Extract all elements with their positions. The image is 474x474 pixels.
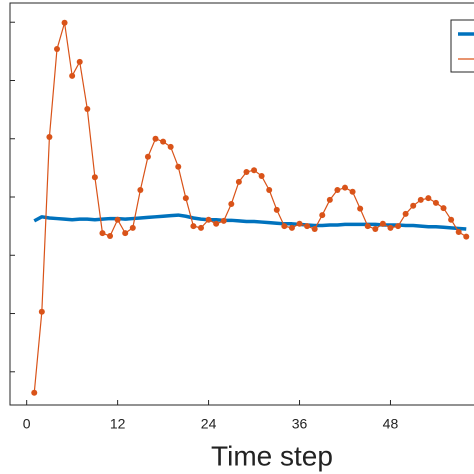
point xyxy=(160,138,167,145)
point xyxy=(114,216,121,223)
point xyxy=(251,167,258,174)
point xyxy=(213,220,220,227)
point xyxy=(152,135,159,142)
x-tick-label: 48 xyxy=(383,416,399,432)
point xyxy=(387,224,394,231)
point xyxy=(326,196,333,203)
point xyxy=(296,220,303,227)
point xyxy=(273,206,280,213)
point xyxy=(99,230,106,237)
point xyxy=(266,187,273,194)
point xyxy=(455,228,462,235)
point xyxy=(379,220,386,227)
point xyxy=(395,223,402,230)
x-tick-label: 0 xyxy=(23,416,31,432)
point xyxy=(304,223,311,230)
point xyxy=(235,178,242,185)
x-tick-label: 24 xyxy=(201,416,217,432)
point xyxy=(448,216,455,223)
point xyxy=(220,217,227,224)
point xyxy=(288,224,295,231)
point xyxy=(205,216,212,223)
point xyxy=(364,223,371,230)
point xyxy=(122,230,129,237)
point xyxy=(463,233,470,240)
point xyxy=(129,224,136,231)
point xyxy=(53,46,60,53)
point xyxy=(440,205,447,212)
point xyxy=(417,196,424,203)
plot-frame xyxy=(9,2,474,406)
point xyxy=(243,168,250,175)
point xyxy=(319,212,326,219)
x-tick-label: 36 xyxy=(292,416,308,432)
series-line xyxy=(33,22,467,393)
series-line xyxy=(33,213,467,231)
x-tick-label: 12 xyxy=(110,416,126,432)
point xyxy=(372,226,379,233)
point xyxy=(258,173,265,180)
legend xyxy=(450,19,474,73)
point xyxy=(84,106,91,113)
point xyxy=(402,210,409,217)
point xyxy=(38,308,45,315)
point xyxy=(410,202,417,209)
point xyxy=(107,233,114,240)
x-axis-label: Time step xyxy=(211,440,333,471)
point xyxy=(31,389,38,396)
point xyxy=(46,134,53,140)
point xyxy=(357,205,364,212)
point xyxy=(91,174,98,181)
point xyxy=(228,201,235,207)
point xyxy=(432,199,439,206)
legend-box xyxy=(450,19,474,73)
point xyxy=(190,223,197,230)
point xyxy=(61,19,68,26)
point xyxy=(182,195,189,202)
point xyxy=(281,223,288,230)
point xyxy=(341,184,348,191)
point xyxy=(137,187,144,194)
point xyxy=(311,226,318,233)
point xyxy=(197,224,204,231)
point xyxy=(349,188,356,195)
point xyxy=(144,153,151,160)
point xyxy=(76,58,83,65)
point xyxy=(425,195,432,202)
point xyxy=(175,163,182,170)
point xyxy=(167,143,174,150)
point xyxy=(334,187,341,194)
point xyxy=(69,72,76,79)
